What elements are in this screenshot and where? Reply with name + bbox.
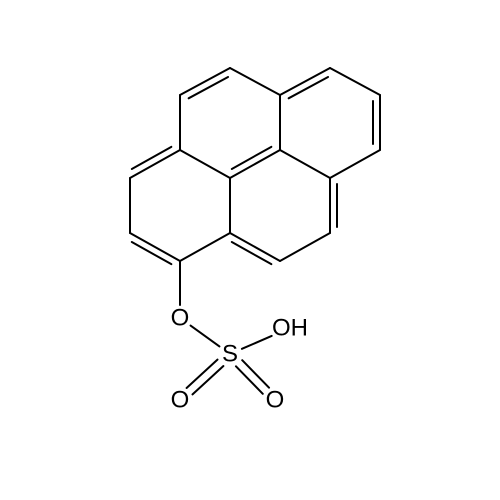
bond <box>130 150 180 178</box>
bond <box>330 68 380 95</box>
bond <box>242 336 272 349</box>
bond <box>280 68 330 95</box>
bond <box>230 150 280 178</box>
bond <box>130 233 180 261</box>
bond <box>191 326 220 347</box>
bond <box>330 150 380 178</box>
bond <box>180 150 230 178</box>
bond <box>180 68 230 95</box>
atom-label: O <box>171 305 190 332</box>
bond <box>230 233 280 261</box>
bond <box>242 360 269 387</box>
atom-label: S <box>222 341 238 368</box>
bond <box>180 233 230 261</box>
bond <box>187 360 218 388</box>
bond <box>230 68 280 95</box>
atom-label: O <box>171 387 190 414</box>
chemical-structure: O S OH O O <box>0 0 500 500</box>
bond <box>193 366 224 394</box>
atom-label: O <box>266 387 285 414</box>
bond <box>280 233 330 261</box>
bond <box>236 366 263 393</box>
atom-label: OH <box>272 315 308 342</box>
bond <box>280 150 330 178</box>
